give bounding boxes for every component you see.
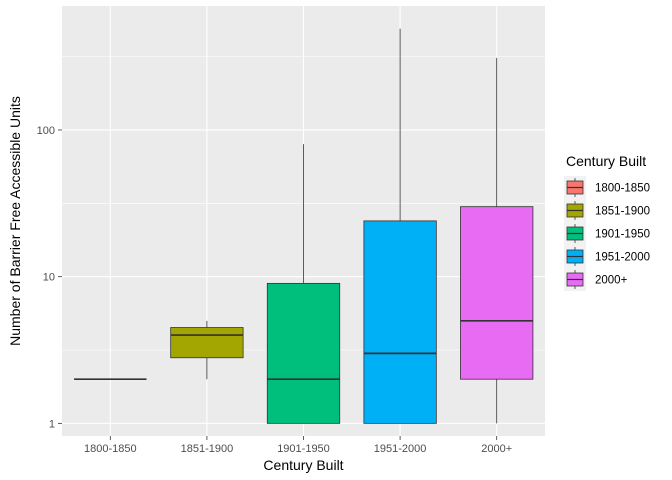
y-axis-title: Number of Barrier Free Accessible Units	[7, 96, 23, 346]
x-axis-title: Century Built	[263, 457, 343, 473]
y-tick-label: 1	[49, 418, 55, 430]
legend-label: 1800-1850	[595, 183, 650, 195]
y-axis: 1 10 100	[37, 125, 62, 430]
box-1951-2000	[363, 28, 437, 424]
legend-item-1951-2000: 1951-2000	[564, 245, 650, 268]
boxes	[74, 28, 534, 424]
box-1851-1900	[170, 320, 244, 380]
x-tick-label: 1800-1850	[84, 443, 137, 455]
legend-item-1901-1950: 1901-1950	[564, 222, 650, 245]
legend-item-1851-1900: 1851-1900	[564, 199, 650, 222]
legend-item-2000+: 2000+	[564, 268, 628, 291]
box-body	[363, 220, 437, 424]
legend: Century Built 1800-1850 1851-1900 1901-195…	[564, 153, 650, 291]
legend-item-1800-1850: 1800-1850	[564, 176, 650, 199]
x-tick-label: 1901-1950	[277, 443, 330, 455]
x-tick-label: 1951-2000	[374, 443, 427, 455]
box-1901-1950	[266, 144, 341, 424]
x-axis: 1800-1850 1851-1900 1901-1950 1951-2000 2000…	[84, 436, 512, 455]
box-body	[460, 206, 534, 380]
box-body	[266, 282, 341, 424]
x-tick-label: 2000+	[481, 443, 512, 455]
box-body	[170, 327, 244, 359]
legend-label: 1851-1900	[595, 206, 650, 218]
legend-label: 1901-1950	[595, 229, 650, 241]
box-2000+	[460, 57, 534, 424]
y-tick-label: 100	[37, 125, 55, 137]
y-tick-label: 10	[43, 272, 55, 284]
legend-label: 2000+	[595, 275, 628, 287]
legend-title: Century Built	[566, 153, 646, 169]
legend-label: 1951-2000	[595, 252, 650, 264]
x-tick-label: 1851-1900	[181, 443, 234, 455]
